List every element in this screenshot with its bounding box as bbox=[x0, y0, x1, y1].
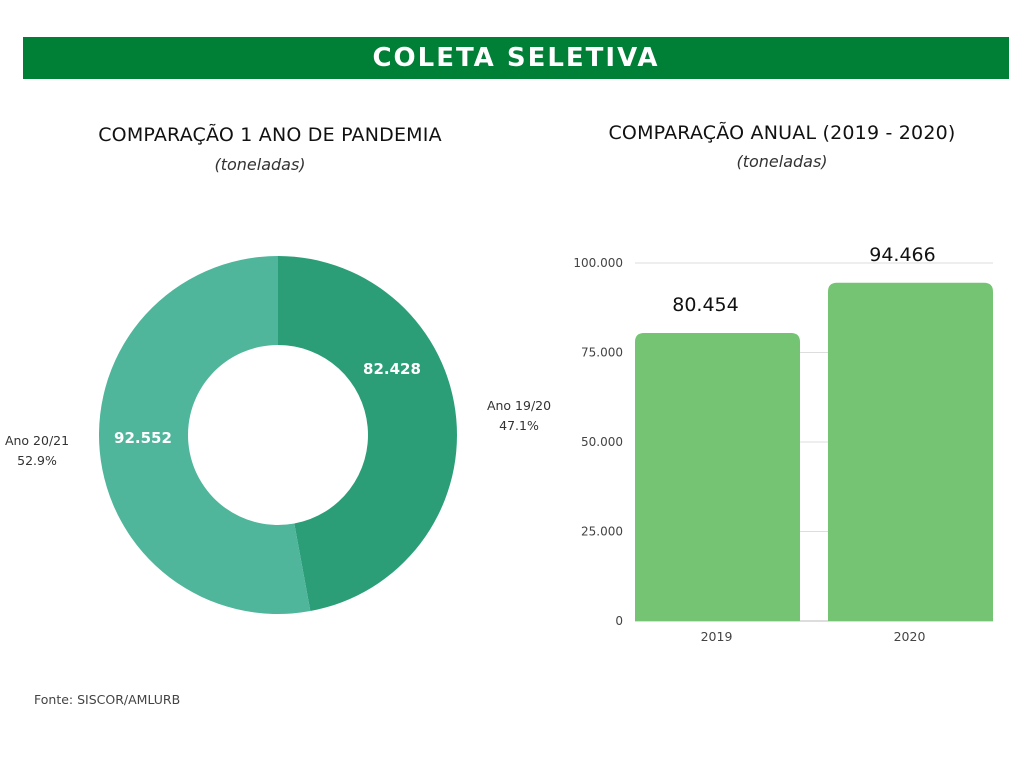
x-tick-label: 2020 bbox=[894, 629, 926, 644]
donut-chart: 82.428 Ano 19/20 47.1% 92.552 Ano 20/21 52.9% bbox=[5, 256, 551, 614]
x-tick-label: 2019 bbox=[701, 629, 733, 644]
donut-slice bbox=[98, 256, 311, 614]
bar-chart-subtitle: (toneladas) bbox=[736, 152, 828, 171]
slice-category-label: Ano 19/20 bbox=[487, 398, 551, 413]
y-tick-label: 50.000 bbox=[581, 435, 623, 449]
bar-chart-x-axis: 2019 2020 bbox=[701, 629, 926, 644]
bar-chart-bars: 80.454 94.466 bbox=[635, 244, 993, 621]
donut-labels: 82.428 Ano 19/20 47.1% 92.552 Ano 20/21 52.9% bbox=[5, 360, 551, 468]
y-tick-label: 0 bbox=[615, 614, 623, 628]
slice-percent-label: 47.1% bbox=[499, 418, 539, 433]
slice-category-label: Ano 20/21 bbox=[5, 433, 69, 448]
bar-chart-title: COMPARAÇÃO ANUAL (2019 - 2020) bbox=[608, 122, 956, 144]
donut-chart-subtitle: (toneladas) bbox=[214, 155, 306, 174]
donut-slice bbox=[278, 256, 457, 612]
bar-value-label: 94.466 bbox=[869, 244, 935, 266]
y-tick-label: 25.000 bbox=[581, 525, 623, 539]
y-tick-label: 75.000 bbox=[581, 346, 623, 360]
bar bbox=[635, 332, 800, 621]
header-banner: COLETA SELETIVA bbox=[23, 37, 1009, 79]
slice-value-label: 82.428 bbox=[363, 360, 421, 378]
donut-slices bbox=[98, 256, 457, 614]
donut-chart-title: COMPARAÇÃO 1 ANO DE PANDEMIA bbox=[98, 124, 442, 146]
bar bbox=[828, 282, 993, 621]
slice-value-label: 92.552 bbox=[114, 429, 172, 447]
slice-percent-label: 52.9% bbox=[17, 453, 57, 468]
page-title: COLETA SELETIVA bbox=[372, 43, 660, 73]
source-note: Fonte: SISCOR/AMLURB bbox=[34, 692, 181, 707]
bar-value-label: 80.454 bbox=[672, 294, 738, 316]
bar-chart-y-axis: 0 25.000 50.000 75.000 100.000 bbox=[573, 256, 623, 628]
y-tick-label: 100.000 bbox=[573, 256, 623, 270]
